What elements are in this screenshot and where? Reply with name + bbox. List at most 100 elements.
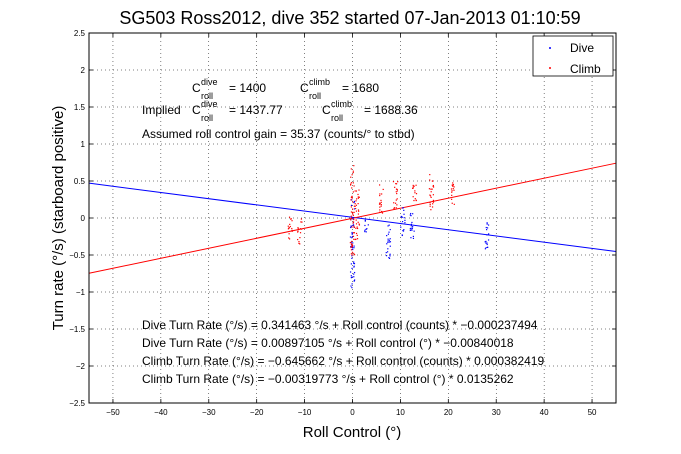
dive-point	[385, 255, 388, 257]
climb-point	[353, 218, 355, 221]
dive-point	[352, 248, 354, 251]
climb-point	[300, 218, 303, 220]
climb-point	[350, 183, 352, 185]
dive-point	[388, 224, 390, 226]
implied-c-roll: Implied C dive roll = 1437.77 C climb ro…	[142, 99, 418, 123]
dive-point	[412, 226, 414, 228]
climb-point	[355, 238, 357, 240]
climb-point	[357, 196, 359, 198]
implied-dive-sym: C	[192, 103, 201, 117]
climb-point	[350, 196, 353, 199]
fit-equation-climb-degrees: Climb Turn Rate (°/s) = −0.00319773 °/s …	[142, 372, 514, 386]
dive-point	[486, 234, 488, 236]
climb-point	[379, 211, 381, 213]
climb-point	[352, 191, 354, 193]
climb-point	[393, 208, 395, 210]
climb-point	[415, 199, 417, 201]
climb-point	[352, 221, 355, 223]
climb-point	[379, 203, 381, 205]
climb-point	[351, 244, 353, 247]
climb-point	[350, 199, 352, 201]
climb-point	[393, 202, 395, 204]
x-tick-label: 10	[396, 408, 405, 417]
dive-point	[412, 213, 414, 215]
dive-point	[350, 204, 353, 206]
climb-point	[356, 238, 359, 240]
y-tick-label: −2.5	[69, 399, 85, 408]
climb-point	[451, 202, 453, 204]
dive-point	[351, 257, 353, 259]
fit-lines	[88, 162, 617, 274]
dive-point	[404, 219, 406, 221]
climb-point	[351, 187, 353, 189]
dive-point	[349, 271, 352, 273]
dive-point	[388, 257, 391, 259]
climb-point	[351, 251, 354, 253]
climb-point	[415, 193, 418, 195]
climb-point	[395, 199, 397, 201]
climb-point	[288, 227, 290, 229]
dive-point	[485, 240, 487, 243]
grid	[89, 32, 616, 404]
climb-point	[395, 183, 397, 185]
dive-point	[353, 263, 356, 265]
climb-point	[380, 199, 382, 202]
dive-point-cluster	[385, 224, 392, 259]
climb-point	[298, 242, 300, 245]
climb-point	[396, 188, 398, 191]
dive-point	[352, 224, 355, 226]
dive-point	[485, 247, 487, 249]
fit-equation-climb-counts: Climb Turn Rate (°/s) = −0.645662 °/s + …	[142, 354, 544, 368]
implied-dive-value: = 1437.77	[229, 103, 283, 117]
dive-point	[353, 261, 355, 263]
climb-point	[452, 182, 454, 184]
climb-point	[350, 176, 352, 178]
c-roll-climb: C climb roll = 1680	[300, 77, 379, 101]
dive-point	[387, 241, 389, 244]
implied-climb-value: = 1688.36	[364, 103, 418, 117]
climb-point	[450, 188, 453, 190]
annotations: C dive roll = 1400 C climb roll = 1680 I…	[142, 77, 544, 386]
y-tick-label: 2	[81, 66, 86, 75]
climb-point	[357, 203, 359, 205]
climb-point	[415, 184, 417, 186]
climb-point	[352, 208, 354, 210]
climb-point	[355, 210, 358, 212]
climb-point	[352, 235, 355, 237]
climb-point	[396, 198, 398, 200]
climb-point-cluster	[412, 184, 418, 202]
climb-point	[290, 218, 292, 220]
climb-point	[289, 225, 291, 228]
climb-point-cluster	[349, 165, 356, 256]
climb-point	[357, 221, 359, 223]
climb-point	[453, 203, 455, 205]
dive-point	[353, 262, 355, 264]
dive-point	[411, 221, 413, 224]
climb-point	[429, 179, 431, 181]
dive-point	[486, 243, 488, 246]
climb-point	[291, 230, 293, 232]
dive-point	[402, 230, 405, 232]
climb-point	[394, 186, 396, 188]
dive-point-cluster	[400, 207, 406, 237]
climb-point	[355, 207, 357, 210]
y-tick-label: 2.5	[74, 29, 86, 38]
y-tick-label: 1	[81, 140, 86, 149]
dive-point	[411, 229, 413, 231]
dive-point	[353, 200, 356, 203]
implied-climb-sym: C	[322, 103, 331, 117]
climb-point	[381, 211, 383, 213]
dive-point-cluster	[364, 219, 369, 233]
climb-point-cluster	[297, 218, 303, 245]
climb-point	[299, 243, 301, 245]
climb-point	[288, 237, 290, 239]
climb-point	[429, 201, 431, 204]
dive-point	[403, 213, 405, 215]
y-tick-label: −0.5	[69, 251, 85, 260]
y-tick-label: 0.5	[74, 177, 86, 186]
climb-point	[430, 196, 432, 199]
climb-point	[395, 183, 398, 185]
climb-point	[357, 213, 360, 215]
climb-point	[350, 184, 352, 186]
climb-point	[289, 223, 291, 225]
